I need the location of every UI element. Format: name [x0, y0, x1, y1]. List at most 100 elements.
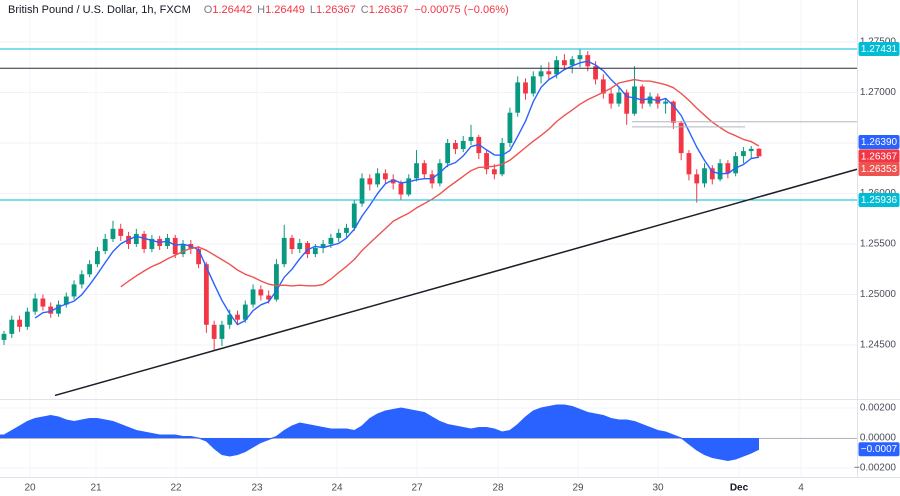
candle-body [406, 178, 412, 195]
indicator-pane [0, 404, 857, 462]
candle-body [32, 298, 38, 312]
candle-body [593, 66, 598, 80]
candle-body [133, 233, 139, 244]
candle-body [180, 243, 186, 255]
price-tick-label: 1.24500 [860, 339, 897, 350]
price-flag-bg [858, 149, 900, 164]
candle-body [79, 274, 85, 285]
high-value: 1.26449 [265, 4, 305, 16]
candle-body [484, 153, 489, 170]
time-tick-label: 27 [411, 483, 423, 494]
time-tick-label: 30 [652, 483, 664, 494]
candle-body [71, 284, 77, 297]
price-flag-bg [858, 162, 900, 176]
sma-fast-line [34, 60, 760, 326]
candle-body [499, 143, 505, 175]
candle-body [453, 143, 458, 150]
close-value: 1.26367 [368, 4, 409, 16]
candle-body [554, 60, 560, 75]
candle-body [491, 169, 497, 175]
candle-body [756, 148, 762, 157]
candle-body [219, 324, 225, 339]
candle-body [608, 93, 614, 104]
candle-body [562, 60, 567, 66]
candle-body [733, 156, 739, 174]
indicator-flag-text: −0.0007 [861, 444, 898, 455]
price-flag-bg [858, 135, 900, 149]
candle-body [250, 289, 256, 305]
close-label: C [360, 4, 369, 16]
candle-body [118, 228, 124, 236]
annotation-lines [0, 48, 858, 397]
price-flag-text: 1.26353 [861, 164, 898, 175]
candle-body [24, 311, 30, 327]
price-flag-text: 1.26390 [861, 137, 898, 148]
candle-body [40, 298, 46, 307]
price-tick-label: 1.27000 [860, 87, 897, 98]
price-flag-text: 1.27431 [861, 44, 898, 55]
candle-body [63, 296, 69, 305]
time-tick-label: 24 [331, 483, 343, 494]
price-tick-label: 1.25500 [860, 238, 897, 249]
symbol-title[interactable]: British Pound / U.S. Dollar, 1h, FXCM [8, 4, 191, 16]
chart-legend: British Pound / U.S. Dollar, 1h, FXCM O1.… [8, 3, 509, 17]
price-flag-text: 1.26367 [861, 151, 898, 162]
time-tick-label: 20 [24, 483, 36, 494]
candle-body [165, 237, 170, 247]
candle-body [398, 183, 404, 195]
open-value: 1.26442 [212, 4, 253, 16]
candle-body [110, 228, 116, 239]
candle-body [445, 143, 451, 164]
price-axis[interactable]: 1.275001.270001.265001.260001.255001.250… [854, 37, 900, 474]
candle-body [95, 251, 100, 265]
candle-body [305, 242, 310, 255]
price-tick-label: 1.25000 [860, 289, 897, 300]
candle-body [359, 178, 365, 204]
gridlines [0, 0, 857, 477]
candle-body [211, 324, 217, 339]
indicator-tick-label: 0.00200 [860, 402, 897, 413]
candle-body [196, 249, 201, 265]
candle-body [616, 92, 622, 104]
candle-body [375, 173, 381, 185]
candle-body [149, 238, 155, 250]
trend-line[interactable] [54, 168, 858, 397]
candle-body [242, 304, 248, 320]
price-flag-text: 1.25936 [861, 195, 898, 206]
high-label: H [257, 4, 266, 16]
candle-body [546, 71, 552, 75]
candle-body [172, 237, 178, 255]
time-tick-label: 29 [572, 483, 584, 494]
open-label: O [203, 4, 213, 16]
time-axis[interactable]: 20 21 22 23 24 27 28 29 30 Dec 4 [24, 483, 804, 494]
candle-body [694, 174, 700, 184]
candle-body [344, 227, 349, 233]
candle-body [507, 112, 513, 144]
candle-body [639, 86, 645, 104]
candle-body [523, 82, 528, 94]
candle-body [328, 237, 334, 244]
candle-body [577, 55, 583, 60]
time-tick-label: 28 [492, 483, 504, 494]
candle-body [102, 238, 108, 252]
candle-body [390, 179, 396, 184]
candle-body [647, 96, 653, 104]
candle-body [203, 264, 209, 325]
candle-body [235, 314, 240, 320]
candle-body [266, 295, 272, 300]
candle-body [320, 243, 326, 249]
price-flag-bg [858, 192, 900, 207]
indicator-tick-label: −0.00200 [854, 462, 896, 473]
candle-body [538, 71, 544, 77]
indicator-flag-bg [858, 442, 900, 457]
candle-body [702, 168, 707, 184]
time-tick-label: 22 [170, 483, 182, 494]
candle-body [56, 304, 61, 314]
candle-body [289, 237, 295, 250]
candle-body [414, 163, 419, 179]
candle-body [367, 178, 373, 185]
candle-body [9, 319, 15, 334]
candle-body [1, 333, 7, 340]
